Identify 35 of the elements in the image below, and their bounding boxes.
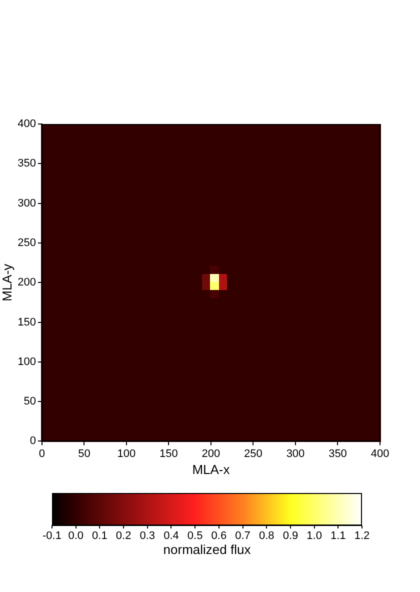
y-tick-label: 100 bbox=[18, 356, 36, 368]
x-tick-label: 250 bbox=[244, 448, 262, 460]
color-bar-label: 0.4 bbox=[164, 530, 179, 542]
color-bar-label: 0.8 bbox=[258, 530, 274, 542]
color-bar-label: 0.9 bbox=[282, 530, 298, 542]
color-bar-label: 0.7 bbox=[235, 530, 250, 542]
color-bar-label: 1.2 bbox=[354, 530, 370, 542]
x-tick-label: 350 bbox=[328, 448, 347, 460]
x-tick-label: 150 bbox=[160, 448, 178, 460]
color-bar-label: 1.1 bbox=[330, 530, 346, 542]
y-tick-label: 350 bbox=[18, 158, 36, 170]
y-tick-label: 0 bbox=[30, 435, 36, 448]
color-bar-label: 0.5 bbox=[187, 530, 203, 542]
color-bar-label: -0.1 bbox=[42, 530, 62, 542]
x-tick-label: 300 bbox=[286, 448, 305, 460]
color-bar-label: 1.0 bbox=[306, 530, 322, 542]
color-bar-label: 0.6 bbox=[211, 530, 227, 542]
y-tick-label: 400 bbox=[18, 118, 36, 130]
color-bar-label: 0.2 bbox=[116, 530, 132, 542]
x-tick-label: 0 bbox=[38, 448, 46, 460]
x-axis-title: MLA-x bbox=[192, 462, 230, 477]
y-tick-label: 300 bbox=[18, 197, 36, 210]
y-axis-title: MLA-y bbox=[0, 263, 14, 302]
x-tick-label: 100 bbox=[117, 448, 136, 460]
x-tick-label: 50 bbox=[78, 448, 90, 460]
color-bar-title: normalized flux bbox=[163, 542, 252, 557]
color-bar-label: 0.1 bbox=[92, 530, 108, 542]
color-bar-label: 0.0 bbox=[68, 530, 84, 542]
y-tick-label: 250 bbox=[18, 236, 36, 249]
color-bar-label: 0.3 bbox=[140, 530, 156, 542]
y-tick-label: 150 bbox=[18, 316, 36, 328]
y-tick-label: 200 bbox=[18, 276, 36, 289]
x-tick-label: 400 bbox=[370, 448, 390, 460]
x-tick-label: 200 bbox=[202, 448, 220, 460]
y-tick-label: 50 bbox=[24, 396, 36, 408]
